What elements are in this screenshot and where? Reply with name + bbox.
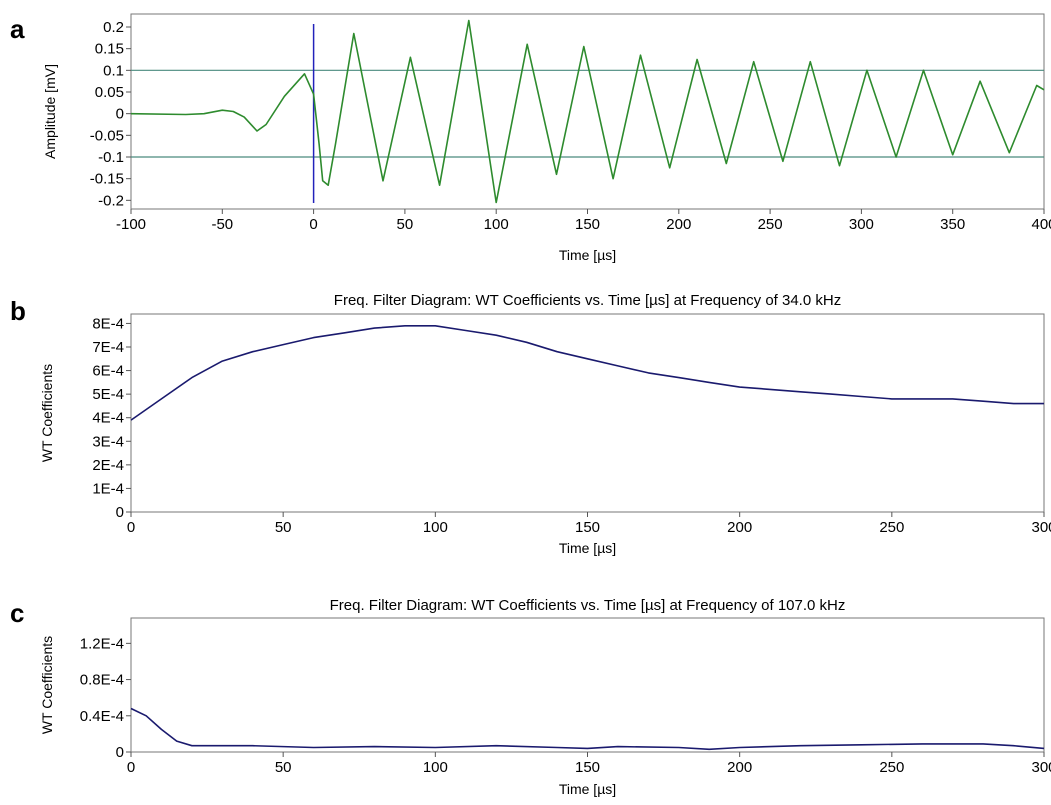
y-tick-label: 6E-4 <box>92 363 124 380</box>
x-tick-label: 200 <box>727 519 752 536</box>
x-tick-label: 250 <box>758 216 783 233</box>
plot-area <box>130 313 1045 513</box>
series-line <box>130 324 1044 421</box>
y-tick-label: 0 <box>116 106 124 123</box>
y-tick-label: 0 <box>116 744 124 761</box>
x-tick-label: 350 <box>940 216 965 233</box>
y-tick-label: 0.2 <box>103 19 124 36</box>
x-axis-label: Time [µs] <box>559 540 616 556</box>
x-axis-label: Time [µs] <box>559 781 616 797</box>
x-tick-label: 0 <box>309 216 317 233</box>
series-line <box>130 707 1045 751</box>
y-tick-label: 5E-4 <box>92 386 124 403</box>
x-tick-label: 150 <box>575 216 600 233</box>
x-tick-label: 250 <box>879 759 904 776</box>
x-tick-label: 50 <box>397 216 414 233</box>
y-tick-label: -0.15 <box>90 171 124 188</box>
y-tick-label: 2E-4 <box>92 457 124 474</box>
x-tick-label: 0 <box>127 759 135 776</box>
x-tick-label: 300 <box>849 216 874 233</box>
x-tick-label: 50 <box>275 759 292 776</box>
x-tick-label: -50 <box>211 216 233 233</box>
y-tick-label: 0.15 <box>95 41 124 58</box>
x-tick-label: 150 <box>575 519 600 536</box>
panel-letter: b <box>10 296 26 326</box>
x-tick-label: 50 <box>275 519 292 536</box>
panel-letter: a <box>10 14 25 44</box>
x-tick-label: 100 <box>423 759 448 776</box>
y-tick-label: 0.8E-4 <box>80 672 124 689</box>
x-tick-label: 250 <box>879 519 904 536</box>
panel-letter: c <box>10 598 24 628</box>
y-tick-label: 0.4E-4 <box>80 708 124 725</box>
y-axis-label: WT Coefficients <box>39 636 55 734</box>
chart-title: Freq. Filter Diagram: WT Coefficients vs… <box>330 597 846 614</box>
x-axis-label: Time [µs] <box>559 247 616 263</box>
y-tick-label: 0.05 <box>95 84 124 101</box>
y-axis-label: WT Coefficients <box>39 364 55 462</box>
y-tick-label: -0.2 <box>98 192 124 209</box>
y-tick-label: -0.05 <box>90 127 124 144</box>
y-tick-label: 7E-4 <box>92 339 124 356</box>
x-tick-label: 100 <box>423 519 448 536</box>
x-tick-label: 300 <box>1031 759 1051 776</box>
panel-c: c Freq. Filter Diagram: WT Coefficients v… <box>10 597 1051 797</box>
x-tick-label: 200 <box>666 216 691 233</box>
plot-area <box>130 617 1045 753</box>
y-tick-label: 1.2E-4 <box>80 635 124 652</box>
y-tick-label: -0.1 <box>98 149 124 166</box>
y-tick-label: 3E-4 <box>92 433 124 450</box>
y-tick-label: 1E-4 <box>92 480 124 497</box>
x-tick-label: 0 <box>127 519 135 536</box>
chart-title: Freq. Filter Diagram: WT Coefficients vs… <box>334 292 841 309</box>
panel-b: b Freq. Filter Diagram: WT Coefficients v… <box>10 292 1051 556</box>
x-tick-label: 400 <box>1031 216 1051 233</box>
y-axis-label: Amplitude [mV] <box>42 64 58 159</box>
x-tick-label: -100 <box>116 216 146 233</box>
x-tick-label: 300 <box>1031 519 1051 536</box>
x-tick-label: 100 <box>484 216 509 233</box>
panel-a: a -100 -50 0 50 100 150 200 250 300 350 400 0.2 0.15 0… <box>10 13 1051 263</box>
y-tick-label: 4E-4 <box>92 410 124 427</box>
y-tick-label: 0 <box>116 504 124 521</box>
plot-area <box>130 13 1045 210</box>
y-tick-label: 8E-4 <box>92 315 124 332</box>
x-tick-label: 150 <box>575 759 600 776</box>
x-tick-label: 200 <box>727 759 752 776</box>
series-line <box>130 19 1045 204</box>
y-tick-label: 0.1 <box>103 62 124 79</box>
